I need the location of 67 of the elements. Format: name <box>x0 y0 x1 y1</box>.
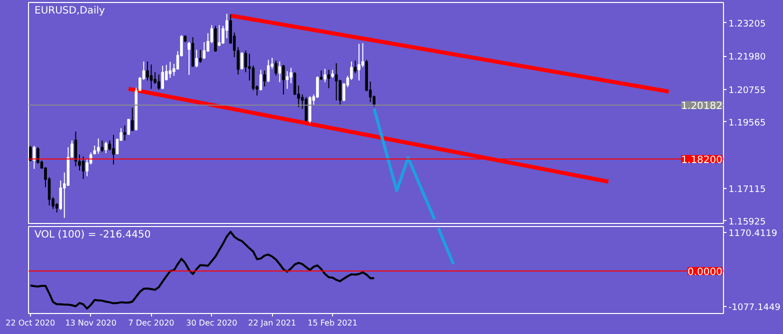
candlestick <box>316 76 319 98</box>
candlestick <box>202 42 206 60</box>
candlestick <box>127 118 130 136</box>
candlestick <box>188 41 190 76</box>
candlestick <box>130 107 134 132</box>
candlestick <box>282 64 285 96</box>
candlestick <box>86 158 88 177</box>
y-tick-label: 1.23205 <box>728 19 766 30</box>
candlestick <box>358 43 360 82</box>
candlestick <box>334 62 338 102</box>
candlestick <box>123 125 126 142</box>
candlestick <box>263 70 266 87</box>
candlestick <box>304 96 308 122</box>
x-tick-label: 7 Dec 2020 <box>128 318 174 328</box>
y-tick-label: 1.15925 <box>728 217 766 228</box>
x-tick-label: 30 Dec 2020 <box>186 318 238 328</box>
candlestick <box>29 145 32 162</box>
candlestick <box>218 24 221 47</box>
candlestick <box>195 49 198 68</box>
candlestick <box>293 72 296 96</box>
x-tick-label: 15 Feb 2021 <box>308 318 358 328</box>
candlestick <box>286 70 289 90</box>
candlestick <box>274 60 278 76</box>
candlestick <box>161 65 164 90</box>
candlestick <box>290 67 292 84</box>
candlestick <box>55 202 58 214</box>
candlestick <box>108 140 112 152</box>
candlestick <box>112 134 115 166</box>
candlestick <box>320 70 323 80</box>
candlestick <box>157 74 160 90</box>
candlestick <box>308 96 312 124</box>
x-tick-label: 13 Nov 2020 <box>65 318 116 328</box>
y-tick-label: 1.17115 <box>728 185 766 196</box>
y-tick-label: 1.21980 <box>728 52 766 63</box>
candlestick <box>214 25 217 52</box>
candlestick <box>266 59 270 83</box>
candlestick <box>240 52 244 70</box>
candlestick <box>354 60 357 74</box>
y-tick-label: 1.19565 <box>728 118 766 128</box>
candlestick <box>244 50 248 73</box>
candlestick <box>252 65 255 92</box>
chart-title: EURUSD,Daily <box>34 6 106 16</box>
candlestick <box>150 64 153 90</box>
y-tick-label: 1.20755 <box>728 86 766 96</box>
candlestick <box>104 141 108 154</box>
line-series <box>29 230 376 310</box>
candlestick <box>100 140 104 152</box>
candlestick <box>191 36 194 68</box>
y-tick-label: -1077.1449 <box>728 302 781 313</box>
candlestick <box>82 156 85 180</box>
x-tick-label: 22 Oct 2020 <box>6 318 56 328</box>
x-tick-label: 22 Jan 2021 <box>248 318 296 328</box>
candlestick <box>168 61 172 78</box>
candlestick <box>96 138 100 154</box>
candlestick <box>361 42 364 68</box>
y-tick-label: 1170.4119 <box>728 228 778 239</box>
candlestick <box>146 61 149 82</box>
candlestick <box>324 68 326 83</box>
candlestick <box>32 145 36 170</box>
candlestick <box>198 49 202 64</box>
candlestick <box>278 61 282 83</box>
ref-line-label: 1.20182 <box>681 101 723 112</box>
candlestick <box>259 69 262 92</box>
candlestick <box>327 69 330 89</box>
candlestick <box>59 180 62 210</box>
line-series <box>372 107 436 221</box>
chart-title: VOL (100) = -216.4450 <box>34 230 151 240</box>
